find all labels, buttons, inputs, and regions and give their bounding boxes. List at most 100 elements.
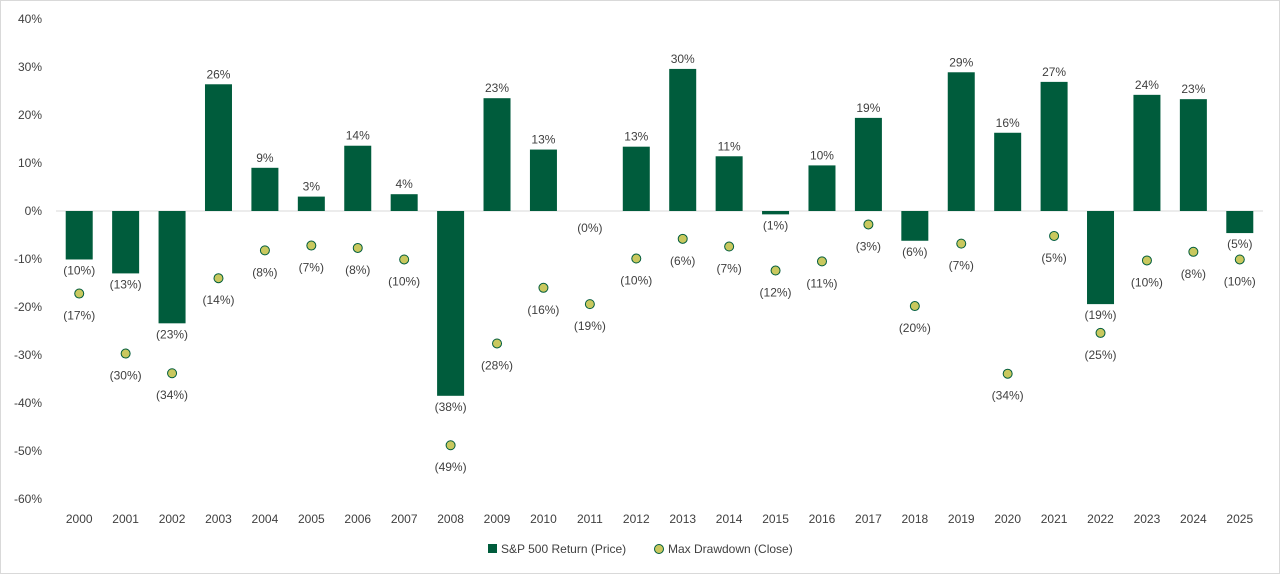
bar-label-2009: 23% (485, 81, 509, 95)
y-tick-label: -10% (14, 252, 42, 266)
drawdown-label-2021: (5%) (1041, 251, 1066, 265)
bar-2019 (947, 72, 975, 211)
bar-2017 (854, 117, 882, 211)
legend-label-bar: S&P 500 Return (Price) (501, 542, 626, 556)
x-tick-label: 2002 (159, 512, 186, 526)
bar-label-2024: 23% (1181, 82, 1205, 96)
bar-2010 (529, 149, 557, 211)
bar-2012 (622, 146, 650, 211)
drawdown-label-2015: (12%) (760, 286, 792, 300)
drawdown-label-2005: (7%) (299, 261, 324, 275)
drawdown-point-2017 (863, 219, 874, 230)
drawdown-point-2006 (352, 242, 363, 253)
y-tick-label: -60% (14, 492, 42, 506)
drawdown-label-2022: (25%) (1085, 348, 1117, 362)
bar-label-2023: 24% (1135, 78, 1159, 92)
drawdown-point-2018 (909, 301, 920, 312)
drawdown-label-2008: (49%) (435, 460, 467, 474)
bar-2015 (762, 211, 790, 215)
drawdown-point-2009 (492, 338, 503, 349)
drawdown-point-2001 (120, 348, 131, 359)
drawdown-point-2004 (259, 245, 270, 256)
bar-2009 (483, 98, 511, 211)
drawdown-label-2007: (10%) (388, 274, 420, 288)
x-tick-label: 2024 (1180, 512, 1207, 526)
x-tick-label: 2008 (437, 512, 464, 526)
x-tick-label: 2009 (484, 512, 511, 526)
bar-label-2002: (23%) (156, 327, 188, 341)
x-tick-label: 2018 (901, 512, 928, 526)
bar-label-2004: 9% (256, 151, 274, 165)
bar-label-2010: 13% (531, 133, 555, 147)
bar-label-2011: (0%) (577, 221, 602, 235)
bar-series (65, 68, 1254, 396)
bar-data-labels: (10%) (13%) (23%) 26% 9% 3% 14% 4% (38%) 23% 13% (0… (63, 52, 1252, 414)
bar-label-2007: 4% (396, 177, 414, 191)
bar-2014 (715, 156, 743, 211)
y-tick-label: 0% (25, 204, 43, 218)
bar-label-2005: 3% (303, 180, 321, 194)
bar-label-2020: 16% (996, 116, 1020, 130)
drawdown-label-2000: (17%) (63, 309, 95, 323)
bar-2022 (1087, 211, 1115, 305)
drawdown-point-2014 (724, 241, 735, 252)
bar-label-2006: 14% (346, 129, 370, 143)
x-tick-label: 2004 (252, 512, 279, 526)
bar-2000 (65, 211, 93, 260)
bar-2008 (437, 211, 465, 396)
x-tick-label: 2014 (716, 512, 743, 526)
bar-label-2021: 27% (1042, 65, 1066, 79)
legend-swatch-point (654, 544, 664, 554)
drawdown-point-2002 (167, 368, 178, 379)
drawdown-label-2025: (10%) (1224, 274, 1256, 288)
drawdown-series (74, 219, 1245, 451)
x-tick-label: 2000 (66, 512, 93, 526)
drawdown-label-2016: (11%) (806, 276, 837, 290)
drawdown-point-2000 (74, 288, 85, 299)
y-tick-label: 10% (18, 156, 42, 170)
drawdown-point-2025 (1234, 254, 1245, 265)
bar-2006 (344, 145, 372, 211)
bar-label-2012: 13% (624, 130, 648, 144)
x-tick-label: 2003 (205, 512, 232, 526)
x-tick-label: 2016 (809, 512, 836, 526)
x-tick-label: 2017 (855, 512, 882, 526)
bar-2025 (1226, 211, 1254, 234)
drawdown-label-2004: (8%) (252, 265, 277, 279)
bar-2005 (297, 196, 325, 211)
drawdown-point-2016 (816, 256, 827, 267)
y-tick-label: -40% (14, 396, 42, 410)
drawdown-point-2023 (1141, 255, 1152, 266)
y-tick-label: -50% (14, 444, 42, 458)
bar-label-2015: (1%) (763, 218, 788, 232)
x-axis: 2000 2001 2002 2003 2004 2005 2006 2007 2008 2009… (66, 512, 1254, 526)
y-tick-label: -30% (14, 348, 42, 362)
y-tick-label: 40% (18, 12, 42, 26)
y-axis: -60% -50% -40% -30% -20% -10% 0% 10% 20% 30% 40% (14, 12, 42, 506)
y-tick-label: 30% (18, 60, 42, 74)
bar-label-2025: (5%) (1227, 237, 1252, 251)
bar-label-2001: (13%) (110, 277, 142, 291)
drawdown-label-2010: (16%) (527, 303, 559, 317)
x-tick-label: 2020 (994, 512, 1021, 526)
bar-2004 (251, 167, 279, 211)
bar-2001 (112, 211, 140, 274)
x-tick-label: 2012 (623, 512, 650, 526)
drawdown-label-2018: (20%) (899, 321, 931, 335)
legend: S&P 500 Return (Price) Max Drawdown (Clo… (488, 542, 793, 556)
x-tick-label: 2007 (391, 512, 418, 526)
drawdown-label-2006: (8%) (345, 263, 370, 277)
drawdown-label-2011: (19%) (574, 319, 606, 333)
bar-label-2017: 19% (856, 101, 880, 115)
bar-label-2016: 10% (810, 148, 834, 162)
y-tick-label: 20% (18, 108, 42, 122)
bar-2018 (901, 211, 929, 241)
drawdown-point-2007 (399, 254, 410, 265)
x-tick-label: 2005 (298, 512, 325, 526)
y-tick-label: -20% (14, 300, 42, 314)
x-tick-label: 2023 (1134, 512, 1161, 526)
drawdown-label-2024: (8%) (1181, 267, 1206, 281)
drawdown-point-2003 (213, 273, 224, 284)
